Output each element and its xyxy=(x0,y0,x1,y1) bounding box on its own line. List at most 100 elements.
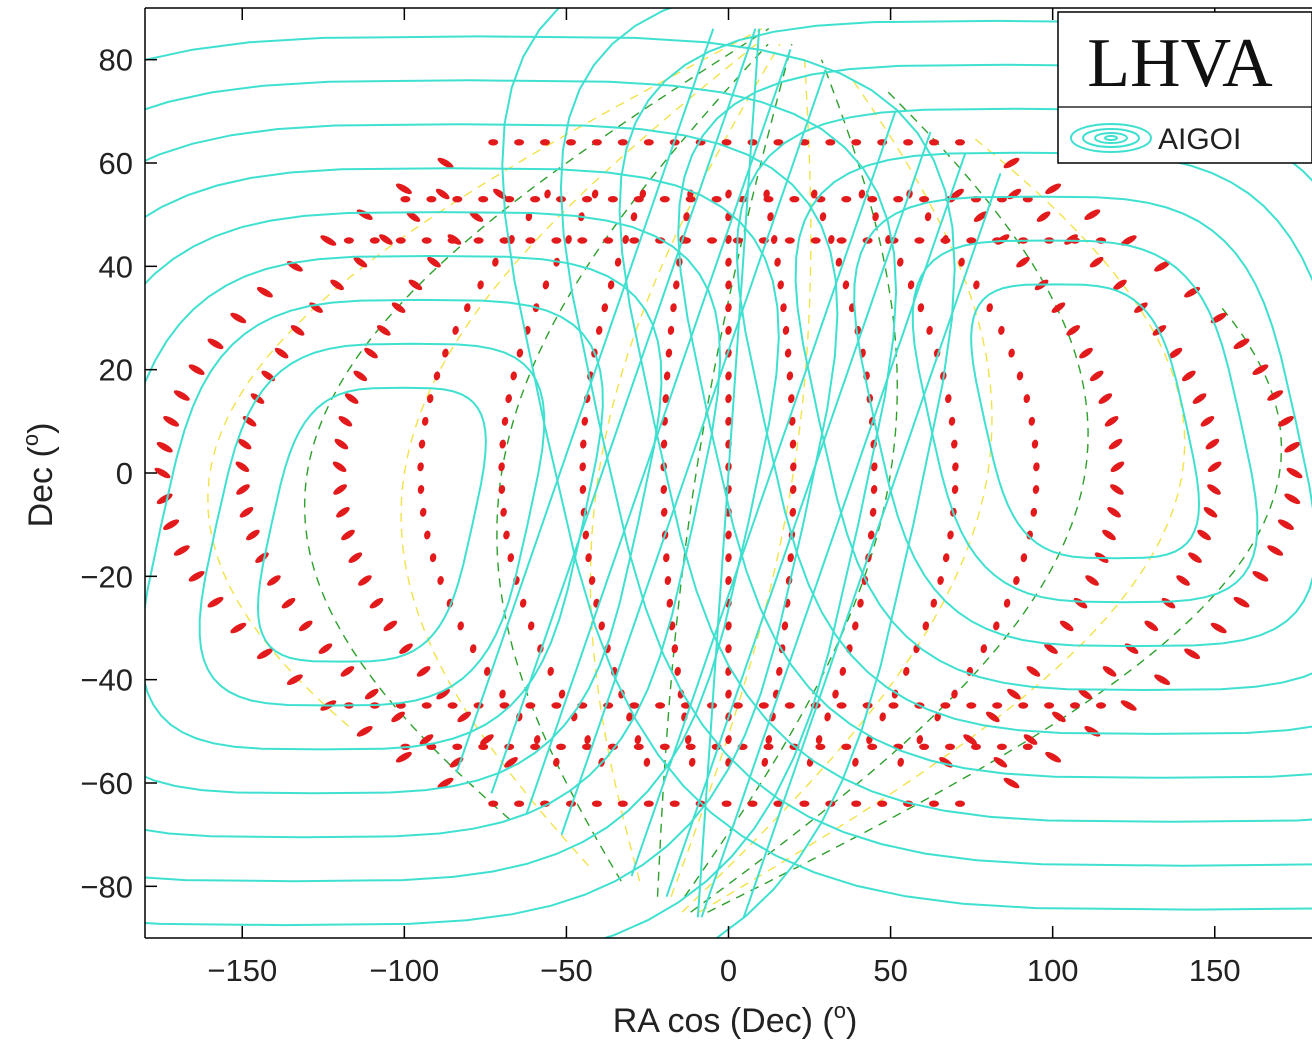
red-dot-marker xyxy=(188,571,205,582)
x-tick-label: −150 xyxy=(207,953,277,988)
red-dot-marker xyxy=(945,394,952,404)
red-dot-marker xyxy=(376,325,391,336)
red-dot-marker xyxy=(237,438,252,450)
red-dot-marker xyxy=(725,530,732,540)
contour-legend-icon xyxy=(1070,123,1152,153)
red-dot-marker xyxy=(1210,622,1227,634)
red-dot-marker xyxy=(951,689,958,699)
red-dot-marker xyxy=(643,800,654,807)
red-dot-marker xyxy=(836,237,847,244)
red-dot-marker xyxy=(1030,507,1038,517)
red-dot-marker xyxy=(763,189,770,199)
red-dot-marker xyxy=(547,666,554,676)
red-dot-marker xyxy=(286,674,303,685)
red-dot-marker xyxy=(426,394,434,404)
red-dot-marker xyxy=(998,325,1005,335)
red-dot-marker xyxy=(815,735,823,745)
red-dot-marker xyxy=(1286,467,1303,479)
red-dot-marker xyxy=(1064,234,1078,245)
red-dot-marker xyxy=(508,235,515,244)
red-dot-marker xyxy=(1036,211,1051,222)
red-dotted-lines xyxy=(154,139,1303,807)
red-dot-marker xyxy=(1044,643,1058,654)
red-dot-marker xyxy=(1089,256,1104,268)
red-dot-marker xyxy=(951,439,958,449)
red-dot-marker xyxy=(671,644,679,654)
contour-line xyxy=(455,28,715,774)
red-dot-marker xyxy=(488,139,499,146)
red-dot-marker xyxy=(1284,493,1301,505)
red-dot-marker xyxy=(725,257,732,267)
red-dot-marker xyxy=(607,280,615,290)
red-dot-marker xyxy=(1207,484,1221,495)
legend-title: LHVA xyxy=(1087,25,1273,102)
red-dot-marker xyxy=(980,644,988,654)
red-dot-marker xyxy=(942,235,949,244)
red-dot-marker xyxy=(725,689,732,699)
red-dot-marker xyxy=(504,757,518,768)
red-dot-marker xyxy=(236,484,250,495)
red-dot-marker xyxy=(525,702,536,709)
red-dot-marker xyxy=(395,183,412,195)
red-dot-marker xyxy=(1028,416,1036,426)
red-dot-marker xyxy=(421,416,429,426)
x-axis-label: RA cos (Dec) (o) xyxy=(613,998,858,1040)
red-dot-marker xyxy=(993,757,1008,768)
contour-line xyxy=(525,48,792,815)
red-dot-marker xyxy=(930,598,938,608)
red-dot-marker xyxy=(781,621,789,631)
red-dot-marker xyxy=(1168,347,1183,359)
red-dot-marker xyxy=(369,237,380,244)
red-dot-marker xyxy=(437,576,444,585)
red-dot-marker xyxy=(498,485,506,494)
red-dot-marker xyxy=(1203,507,1218,518)
red-dot-marker xyxy=(907,280,915,290)
contour-line xyxy=(501,8,1312,911)
red-dot-marker xyxy=(914,237,925,244)
red-dot-marker xyxy=(721,139,732,146)
red-dot-marker xyxy=(353,256,368,268)
red-dot-marker xyxy=(581,416,589,426)
red-dot-marker xyxy=(418,439,426,449)
red-dot-marker xyxy=(514,800,525,807)
red-dot-marker xyxy=(395,751,412,763)
red-dot-marker xyxy=(1192,393,1207,404)
yellow-dashed-line xyxy=(681,74,993,913)
red-dot-marker xyxy=(655,702,666,709)
red-dot-marker xyxy=(919,743,930,750)
red-dot-marker xyxy=(341,529,355,541)
red-dot-marker xyxy=(666,598,674,608)
red-dot-marker xyxy=(669,800,680,807)
red-dot-marker xyxy=(591,800,602,807)
red-dot-marker xyxy=(435,188,450,200)
red-dot-marker xyxy=(579,462,586,472)
contour-line xyxy=(198,342,546,707)
red-dot-marker xyxy=(1120,700,1137,711)
contour-line xyxy=(145,167,780,883)
red-dot-marker xyxy=(1233,338,1250,350)
red-dot-marker xyxy=(577,237,588,244)
red-dot-marker xyxy=(499,237,510,244)
red-dot-marker xyxy=(725,371,732,381)
red-dot-marker xyxy=(986,303,993,313)
red-dot-marker xyxy=(579,485,587,494)
red-dot-marker xyxy=(857,598,864,608)
red-dot-marker xyxy=(527,621,535,631)
red-dot-marker xyxy=(318,643,333,654)
red-dot-marker xyxy=(784,237,795,244)
red-dot-marker xyxy=(483,666,491,676)
red-dot-marker xyxy=(832,689,839,699)
contour-line xyxy=(794,151,1312,692)
red-dot-marker xyxy=(391,302,406,313)
red-dot-marker xyxy=(919,196,930,203)
red-dot-marker xyxy=(582,196,592,203)
red-dot-marker xyxy=(1044,702,1055,709)
red-dot-marker xyxy=(1104,416,1119,427)
red-dot-marker xyxy=(246,529,260,541)
red-dot-marker xyxy=(725,394,732,404)
red-dot-marker xyxy=(934,712,941,722)
red-dot-marker xyxy=(810,189,818,199)
tick-labels: −150 −100 −50 0 50 100 150 80 60 40 20 0 −20 −40 −60 −8… xyxy=(80,43,1240,988)
red-dot-marker xyxy=(1210,312,1227,324)
red-dot-marker xyxy=(630,212,638,222)
